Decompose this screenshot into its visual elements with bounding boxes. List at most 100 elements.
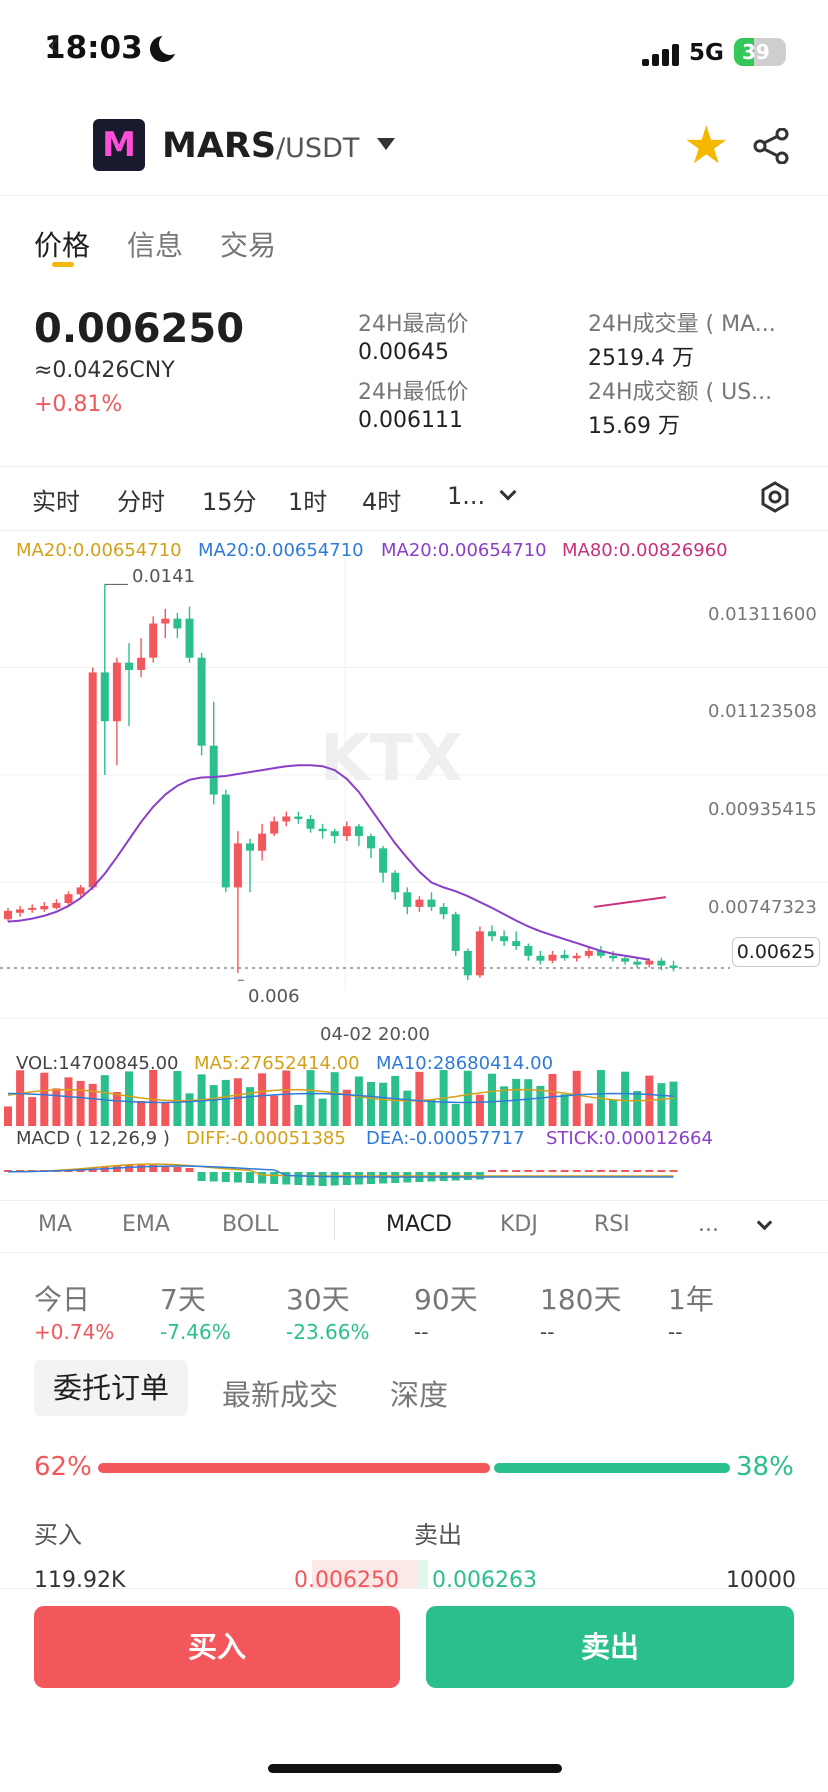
tab-indicator: [52, 262, 74, 267]
ind-ema[interactable]: EMA: [122, 1212, 170, 1237]
volume-bar: [173, 1071, 182, 1126]
tf-4h[interactable]: 4时: [362, 488, 402, 516]
vol-legend: VOL:14700845.00: [16, 1053, 179, 1074]
candle-body: [451, 914, 460, 951]
volume-bar: [488, 1073, 496, 1126]
divider: [0, 1200, 828, 1201]
volume-bar: [52, 1088, 61, 1126]
chevron-down-icon[interactable]: [499, 483, 517, 501]
period-label: 今日: [34, 1283, 91, 1316]
period-label: 90天: [414, 1283, 478, 1316]
volume-bar: [367, 1082, 375, 1126]
macd-bar: [367, 1172, 375, 1184]
status-time: 18:03: [44, 30, 143, 66]
candle-body: [173, 618, 182, 629]
volume-bar: [149, 1070, 158, 1126]
macd-stick: STICK:0.00012664: [546, 1128, 713, 1149]
candle-body: [657, 960, 666, 966]
volume-bar: [330, 1072, 339, 1126]
tf-15m[interactable]: 15分: [202, 488, 257, 516]
tf-1h[interactable]: 1时: [288, 488, 328, 516]
volume-bar: [125, 1071, 133, 1126]
candle-body: [4, 910, 12, 920]
star-icon[interactable]: ★: [683, 116, 730, 176]
settings-icon[interactable]: [759, 481, 791, 513]
macd-bar: [125, 1165, 133, 1172]
candle-body: [137, 657, 146, 670]
ind-more[interactable]: ...: [698, 1212, 719, 1237]
tab-trade[interactable]: 交易: [220, 229, 277, 262]
macd-bar: [584, 1170, 593, 1172]
volume-bar: [427, 1099, 436, 1126]
tab-latest-trades[interactable]: 最新成交: [222, 1378, 339, 1412]
caret-down-icon[interactable]: [377, 138, 395, 150]
candle-body: [609, 955, 617, 959]
ind-macd[interactable]: MACD: [386, 1212, 452, 1237]
period-value: -7.46%: [160, 1320, 231, 1344]
macd-bar: [161, 1166, 170, 1172]
volume-bar: [415, 1071, 424, 1126]
last-price-tag: 0.00625: [732, 937, 820, 967]
tf-intraday[interactable]: 分时: [117, 488, 165, 516]
candle-body: [633, 961, 642, 965]
volume-bar: [318, 1098, 327, 1126]
candle-body: [28, 907, 37, 910]
volume-bar: [633, 1091, 642, 1126]
candle-body: [76, 887, 85, 895]
ind-boll[interactable]: BOLL: [222, 1212, 279, 1237]
macd-bar: [609, 1170, 617, 1172]
candle-body: [16, 909, 25, 913]
tf-realtime[interactable]: 实时: [32, 488, 80, 516]
volume-bar: [64, 1077, 73, 1126]
candle-body: [64, 894, 73, 904]
sell-button[interactable]: 卖出: [426, 1606, 794, 1688]
ind-rsi[interactable]: RSI: [594, 1212, 630, 1237]
buy-ratio-bar: [98, 1463, 490, 1473]
tf-more[interactable]: 1...: [447, 482, 486, 510]
macd-bar: [306, 1172, 315, 1186]
ma20-c-legend: MA20:0.00654710: [381, 540, 547, 561]
candle-body: [40, 905, 49, 910]
mars-logo: M: [93, 119, 145, 171]
macd-bar: [270, 1172, 279, 1184]
candle-body: [354, 826, 363, 837]
candle-body: [306, 818, 315, 829]
ma20-b-legend: MA20:0.00654710: [198, 540, 364, 561]
amount-label: 24H成交额 ( US...: [588, 380, 773, 405]
candle-body: [621, 958, 630, 962]
tab-info[interactable]: 信息: [127, 229, 184, 262]
candle-body: [100, 672, 109, 722]
tab-orders[interactable]: 委托订单: [34, 1360, 188, 1416]
volume-bar: [463, 1070, 472, 1126]
volume-bar: [76, 1080, 85, 1126]
divider: [0, 530, 828, 531]
pair-selector[interactable]: MARS/USDT: [162, 126, 359, 166]
price-change: +0.81%: [34, 392, 123, 417]
tab-price[interactable]: 价格: [34, 229, 91, 262]
share-icon[interactable]: [752, 128, 792, 164]
candle-body: [125, 662, 133, 670]
tab-depth[interactable]: 深度: [390, 1378, 449, 1412]
volume-bar: [258, 1073, 267, 1126]
volume-label: 24H成交量 ( MA...: [588, 312, 776, 337]
high-label: 24H最高价: [358, 312, 469, 337]
period-value: --: [540, 1320, 555, 1344]
candle-body: [342, 826, 351, 837]
network-type: 5G: [689, 40, 724, 66]
candle-body: [415, 899, 424, 907]
volume-bar: [512, 1078, 521, 1126]
period-label: 180天: [540, 1283, 622, 1316]
price-cny: ≈0.0426CNY: [34, 358, 175, 383]
ind-ma[interactable]: MA: [38, 1212, 73, 1237]
buy-button[interactable]: 买入: [34, 1606, 400, 1688]
macd-bar: [330, 1172, 339, 1186]
price-chart[interactable]: KTX: [0, 560, 828, 1220]
candle-body: [463, 950, 472, 976]
volume-bar: [379, 1082, 388, 1126]
candle-body: [149, 623, 158, 658]
back-arrow-icon[interactable]: ‹: [46, 22, 62, 66]
volume-bar: [306, 1070, 315, 1126]
ind-kdj[interactable]: KDJ: [500, 1212, 538, 1237]
ma80-line: [593, 896, 667, 908]
